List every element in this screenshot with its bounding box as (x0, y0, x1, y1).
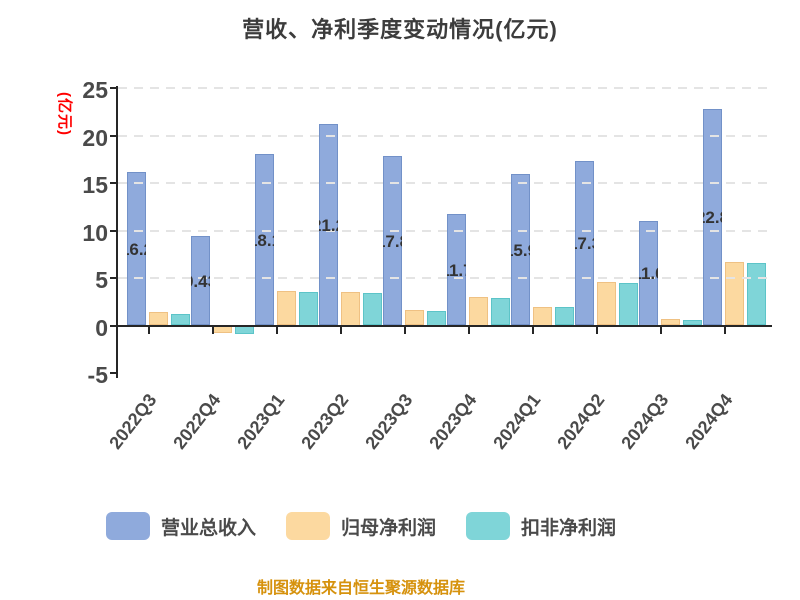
bar-net-profit-attributable-2022Q4 (213, 325, 232, 334)
bar-net-profit-attributable-2023Q3 (405, 310, 424, 326)
bar-net-profit-attributable-2023Q1 (277, 291, 296, 326)
x-axis-tick-mark (660, 326, 662, 334)
bar-value-label-clip: 21.2 (319, 124, 338, 325)
gridline (118, 134, 772, 137)
x-axis-line (116, 324, 772, 327)
bar-non-recurring-net-profit-2023Q1 (299, 292, 318, 326)
y-axis-tick-mark (110, 229, 117, 232)
y-axis-tick-mark (110, 372, 117, 374)
y-axis-tick-label: 20 (82, 124, 108, 151)
bar-non-recurring-net-profit-2023Q2 (363, 293, 382, 326)
bar-net-profit-attributable-2024Q1 (533, 306, 552, 326)
bar-value-label: 22.8 (703, 208, 722, 228)
legend: 营业总收入 归母净利润 扣非净利润 (0, 512, 722, 540)
bar-value-label-clip: 16.2 (127, 172, 146, 326)
bar-value-label-clip: 11.0 (639, 221, 658, 326)
bar-value-label-clip: 22.8 (703, 109, 722, 326)
gridline (118, 87, 772, 89)
bar-value-label-clip: 18.1 (255, 154, 274, 326)
y-axis-tick-mark (110, 277, 117, 279)
bar-value-label: 16.2 (127, 239, 146, 259)
legend-label-net-profit-attributable: 归母净利润 (340, 517, 436, 539)
y-axis-tick-label: 10 (82, 219, 108, 246)
chart-title: 营收、净利季度变动情况(亿元) (242, 17, 558, 42)
y-axis-tick-mark (110, 134, 117, 137)
x-axis-tick-mark (468, 326, 470, 334)
x-axis-tick-mark (212, 326, 214, 334)
bar-value-label: 17.8 (383, 231, 402, 251)
legend-label-total-revenue: 营业总收入 (160, 517, 256, 539)
y-axis-tick-mark (110, 324, 117, 327)
legend-item-total-revenue: 营业总收入 (105, 512, 256, 540)
y-axis-tick-label: 5 (95, 267, 108, 293)
x-axis-tick-mark (596, 326, 598, 334)
x-axis-tick-mark (724, 326, 726, 334)
gridline (118, 182, 772, 184)
bar-net-profit-attributable-2022Q3 (149, 312, 168, 326)
bar-value-label-clip: 15.9 (511, 174, 530, 325)
bar-net-profit-attributable-2024Q2 (597, 281, 616, 326)
legend-label-non-recurring-net-profit: 扣非净利润 (521, 517, 617, 539)
bar-net-profit-attributable-2023Q2 (341, 292, 360, 326)
legend-swatch-net-profit-attributable (285, 512, 330, 540)
legend-swatch-total-revenue (105, 512, 150, 540)
x-axis-tick-mark (276, 326, 278, 334)
data-source-note: 制图数据来自恒生聚源数据库 (256, 580, 465, 597)
x-axis-tick-mark (340, 326, 342, 334)
y-axis-tick-label: 15 (82, 172, 108, 198)
y-axis-line (116, 86, 118, 378)
legend-item-non-recurring-net-profit: 扣非净利润 (466, 512, 616, 540)
bar-non-recurring-net-profit-2024Q2 (619, 282, 638, 326)
y-axis-tick-mark (110, 182, 117, 184)
legend-item-net-profit-attributable: 归母净利润 (285, 512, 436, 540)
bar-non-recurring-net-profit-2023Q3 (427, 311, 446, 326)
bar-non-recurring-net-profit-2022Q4 (235, 325, 254, 335)
x-axis-tick-mark (404, 326, 406, 334)
bar-net-profit-attributable-2023Q4 (469, 297, 488, 326)
bar-net-profit-attributable-2024Q4 (725, 261, 744, 326)
gridline (118, 229, 772, 232)
bar-value-label-clip: 11.7 (447, 214, 466, 325)
bar-non-recurring-net-profit-2024Q1 (555, 307, 574, 326)
bar-value-label: 17.3 (575, 234, 594, 254)
bar-value-label: 18.1 (255, 230, 274, 250)
bar-value-label-clip: 17.3 (575, 161, 594, 325)
bar-value-label: 21.2 (319, 215, 338, 235)
y-axis-tick-mark (110, 87, 117, 89)
bar-value-label: 11.0 (639, 264, 658, 284)
bar-non-recurring-net-profit-2024Q4 (747, 262, 766, 326)
bar-value-label-clip: 9.43 (191, 236, 210, 326)
bar-value-label: 9.43 (191, 271, 210, 291)
y-axis-tick-label: -5 (87, 362, 108, 388)
bar-value-label: 11.7 (447, 260, 466, 280)
bar-value-label-clip: 17.8 (383, 156, 402, 325)
x-axis-tick-mark (148, 326, 150, 334)
legend-swatch-non-recurring-net-profit (466, 512, 510, 540)
bar-value-label: 15.9 (511, 240, 530, 260)
y-axis-tick-label: 25 (82, 77, 108, 103)
y-axis-tick-label: 0 (95, 314, 108, 341)
bar-non-recurring-net-profit-2023Q4 (491, 297, 510, 326)
x-axis-tick-mark (532, 326, 534, 334)
gridline (118, 277, 772, 279)
